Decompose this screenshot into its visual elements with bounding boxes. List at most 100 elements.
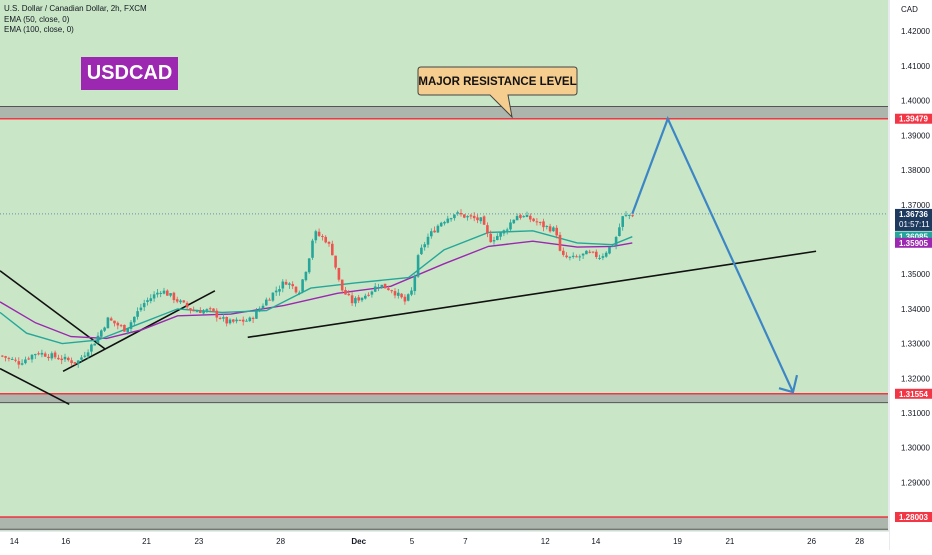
candle-body [63,356,67,360]
candle-body [420,247,423,255]
lower-price-tag: 1.28003 [895,512,932,523]
ema100-price-tag-text: 1.35905 [899,239,928,248]
candle [453,214,456,221]
candle-body [324,236,327,243]
time-axis: 14 16 21 23 28 Dec 5 7 12 14 19 21 26 28 [0,530,889,550]
candle-body [294,286,298,293]
candle-body [383,283,387,289]
candle [373,282,377,293]
candle-body [274,290,278,293]
candle [545,225,549,230]
candle-body [43,353,47,357]
candle-body [271,292,275,301]
candle-body [27,358,30,360]
candle-body [331,243,334,256]
candle [337,267,341,282]
candle [4,355,7,362]
candle [492,236,496,245]
candle-body [321,236,324,238]
candle [189,307,192,314]
candle-body [47,356,50,359]
candle [34,353,37,359]
candle-body [37,353,40,355]
candle [562,247,565,257]
candle [169,292,172,298]
current-price-tag-bg [895,208,932,231]
candle-body [189,308,192,311]
candle-body [614,236,618,246]
candle-body [90,344,93,352]
candle [60,355,63,365]
candle-body [20,363,24,365]
projection-path [631,115,795,393]
candle [416,253,420,278]
x-tick-label: 7 [463,537,468,546]
candle [489,230,492,243]
candles [1,209,634,369]
candle [588,249,591,254]
candle-body [453,214,456,219]
candle [324,235,327,244]
candle [248,316,252,323]
ema100-line [0,240,633,340]
candle [73,362,77,366]
candle [601,253,605,261]
candle [347,289,351,297]
x-tick-label: 5 [410,537,415,546]
candle-body [360,297,364,301]
candle-body [106,317,110,329]
candle-body [354,297,357,304]
candle-body [529,215,532,220]
candle [360,297,364,303]
candle-body [430,231,433,237]
candle-body [397,292,400,296]
candle [205,308,209,314]
candle [255,307,258,319]
candle-body [40,352,44,355]
ema50-price-tag: 1.36085 [895,231,932,242]
candle-body [317,231,321,236]
candle-body [199,310,202,313]
candle [571,252,575,259]
candle-body [535,221,539,223]
time-axis-bg [0,531,889,550]
x-tick-label: 28 [276,537,285,546]
candle-body [86,352,90,357]
candle [459,209,463,217]
candle [212,308,215,313]
candle [433,226,436,233]
y-tick-label: 1.31000 [901,409,930,418]
candle-body [133,316,136,323]
candle [628,214,631,220]
candle [281,279,285,293]
candle [175,296,179,304]
candle-body [588,251,591,253]
candle-body [53,352,57,358]
candle-body [245,320,248,322]
candle [301,279,304,294]
candle-body [334,255,337,268]
candle [486,222,489,238]
candle-body [565,255,568,258]
candle-body [156,292,159,295]
candle-body [552,227,555,232]
candle-body [522,216,525,218]
falling-top-trendline [0,270,106,350]
candle-body [380,284,384,289]
candle [466,215,469,221]
candle-body [558,234,562,251]
candle-body [225,316,228,324]
candle-body [261,305,265,309]
candle [472,212,476,222]
candle-body [515,216,519,221]
candle-body [595,251,598,257]
candle [268,297,271,301]
candle [40,349,44,358]
candle-body [387,288,390,291]
candle [274,286,278,296]
candle [228,318,232,325]
candle-body [525,215,529,217]
candle [598,254,601,260]
candle [420,244,423,256]
